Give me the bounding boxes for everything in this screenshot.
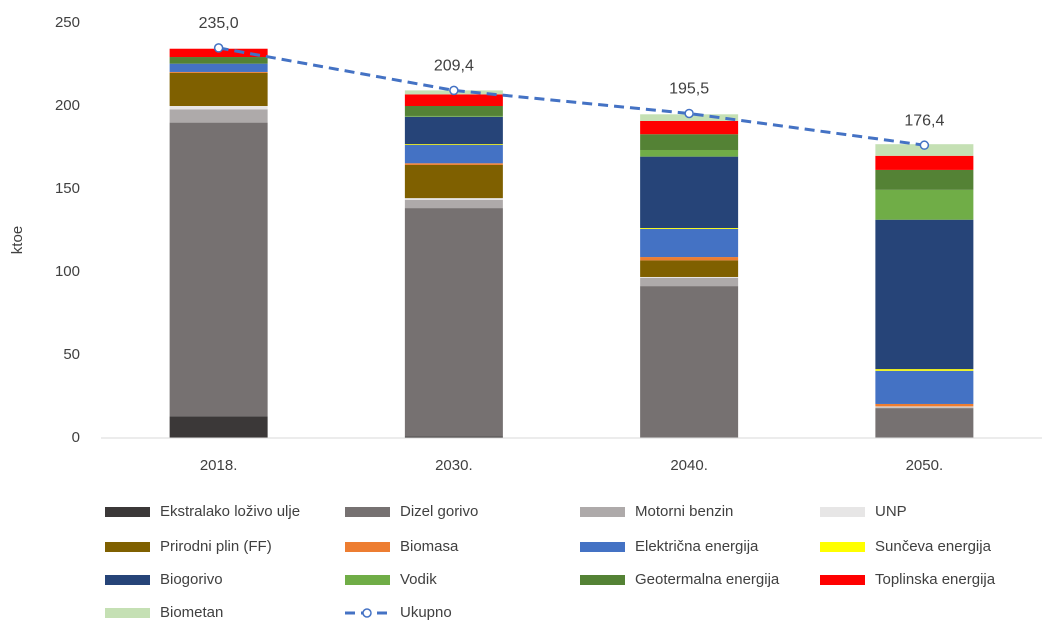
bar-segment (640, 257, 739, 261)
legend-swatch (820, 542, 865, 552)
bar-segment (640, 277, 739, 287)
legend-label: Električna energija (635, 538, 759, 555)
bar-segment (404, 94, 503, 106)
legend-label: Dizel gorivo (400, 503, 478, 520)
bar-segment (640, 149, 739, 157)
x-tick-label: 2040. (670, 457, 708, 474)
line-point (449, 85, 459, 96)
bar-segment (404, 198, 503, 200)
bar-segment (875, 219, 974, 370)
bar-segment (169, 71, 268, 73)
y-tick-label: 0 (72, 429, 80, 446)
data-label: 235,0 (199, 15, 239, 32)
bar-segment (169, 72, 268, 106)
x-tick-label: 2050. (906, 457, 944, 474)
y-axis-label: ktoe (9, 226, 26, 254)
legend-swatch (820, 575, 865, 585)
legend-label: Biometan (160, 604, 223, 621)
y-tick-label: 150 (55, 180, 80, 197)
bar-segment (404, 436, 503, 438)
legend-label: Toplinska energija (875, 571, 996, 588)
total-line (218, 46, 925, 147)
line-point (684, 108, 694, 119)
bar-segment (404, 208, 503, 437)
data-label: 195,5 (669, 81, 709, 98)
legend-swatch (820, 507, 865, 517)
legend-label: Prirodni plin (FF) (160, 538, 272, 555)
y-tick-label: 250 (55, 14, 80, 31)
legend-swatch (105, 575, 150, 585)
bar-segment (169, 109, 268, 123)
bar-segment (640, 260, 739, 277)
bar-segment (640, 276, 739, 278)
legend-swatch (105, 542, 150, 552)
legend-label: Sunčeva energija (875, 538, 992, 555)
bar-segment (875, 408, 974, 438)
x-tick-label: 2030. (435, 457, 473, 474)
bar-segment (404, 145, 503, 164)
legend-label: Motorni benzin (635, 503, 733, 520)
bar-segment (404, 116, 503, 145)
bar-segment (169, 63, 268, 72)
legend-label: Geotermalna energija (635, 571, 780, 588)
legend-swatch (345, 542, 390, 552)
bar-segment (640, 134, 739, 150)
bar-segment (875, 144, 974, 156)
bar-segment (875, 403, 974, 407)
bar-segment (404, 144, 503, 146)
bar-segment (404, 106, 503, 116)
legend-swatch (345, 575, 390, 585)
legend-swatch (580, 575, 625, 585)
bar-segment (169, 48, 268, 58)
line-point (919, 140, 930, 150)
legend-label: UNP (875, 503, 907, 520)
bar-segment (404, 199, 503, 209)
bar-segment (640, 120, 739, 135)
legend-marker (362, 608, 372, 618)
bar-segment (640, 286, 739, 438)
bar-segment (875, 189, 974, 220)
bar-segment (169, 416, 268, 438)
bar-segment (875, 155, 974, 170)
data-label: 176,4 (904, 112, 944, 129)
legend-label: Vodik (400, 571, 437, 588)
bar-segment (169, 57, 268, 64)
y-tick-label: 200 (55, 97, 80, 114)
bar-segment (640, 156, 739, 229)
bar-segment (875, 406, 974, 408)
legend-swatch (580, 542, 625, 552)
legend-swatch (105, 608, 150, 618)
bar-segment (640, 228, 739, 229)
legend-label: Ekstralako loživo ulje (160, 503, 300, 520)
bar-segment (640, 228, 739, 258)
x-tick-label: 2018. (200, 457, 238, 474)
data-label: 209,4 (434, 58, 474, 75)
legend-swatch (580, 507, 625, 517)
bar-segment (404, 164, 503, 199)
legend-label: Ukupno (400, 604, 452, 621)
line-point (213, 43, 224, 53)
y-tick-label: 100 (55, 263, 80, 280)
bar-segment (875, 370, 974, 404)
bar-segment (875, 169, 974, 190)
bar-segment (404, 115, 503, 117)
legend-swatch (345, 507, 390, 517)
legend-swatch (105, 507, 150, 517)
legend-label: Biomasa (400, 538, 459, 555)
y-tick-label: 50 (63, 346, 80, 363)
bar-segment (404, 163, 503, 165)
bar-segment (169, 106, 268, 110)
legend-label: Biogorivo (160, 571, 223, 588)
bar-segment (875, 369, 974, 371)
bar-segment (875, 407, 974, 409)
bar-segment (169, 122, 268, 417)
